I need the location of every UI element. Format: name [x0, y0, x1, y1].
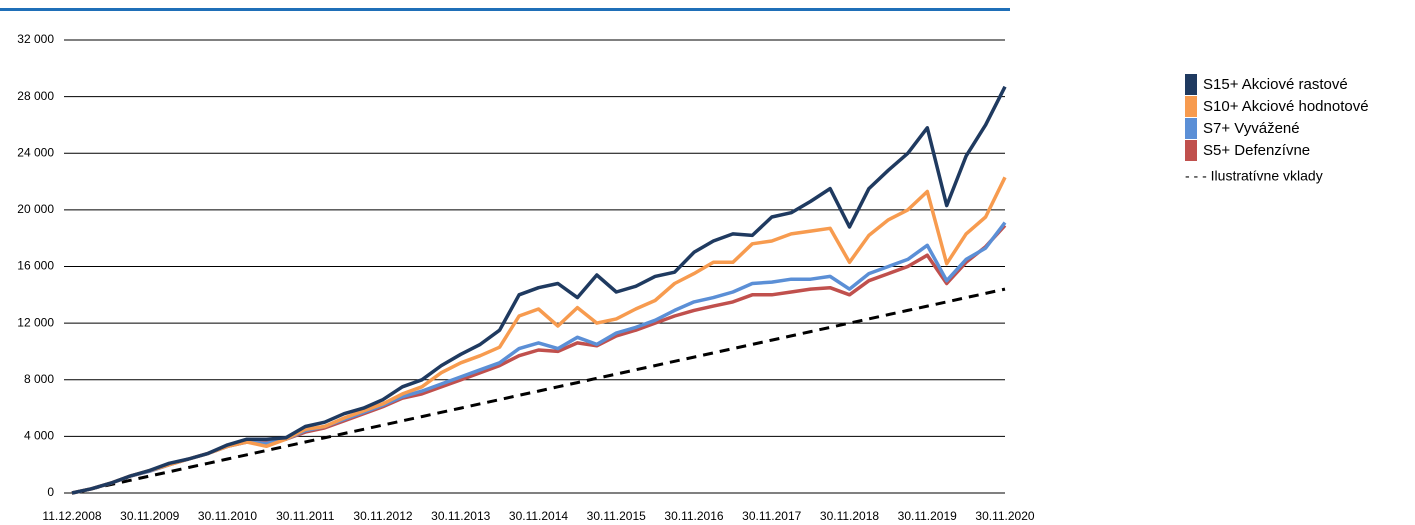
x-tick-label: 30.11.2015	[587, 509, 646, 520]
series-line	[71, 176, 1007, 495]
top-rule	[0, 8, 1010, 11]
legend-swatch	[1185, 74, 1197, 95]
x-tick-label: 30.11.2018	[820, 509, 879, 520]
y-tick-label: 16 000	[17, 259, 54, 273]
legend-swatch	[1185, 96, 1197, 117]
y-tick-label: 32 000	[17, 32, 54, 46]
legend-label: S5+ Defenzívne	[1203, 142, 1310, 159]
x-tick-label: 30.11.2020	[975, 509, 1034, 520]
x-tick-label: 30.11.2016	[664, 509, 723, 520]
series-line	[71, 287, 1006, 495]
y-tick-label: 12 000	[17, 315, 54, 329]
x-tick-label: 30.11.2010	[198, 509, 257, 520]
x-tick-label: 30.11.2019	[898, 509, 957, 520]
x-tick-label: 30.11.2011	[276, 509, 335, 520]
legend-label: S10+ Akciové hodnotové	[1203, 98, 1369, 115]
legend-swatch	[1185, 140, 1197, 161]
x-tick-label: 30.11.2012	[353, 509, 412, 520]
y-tick-label: 0	[47, 485, 54, 499]
x-tick-label: 30.11.2017	[742, 509, 801, 520]
y-tick-label: 4 000	[24, 429, 54, 443]
y-tick-label: 20 000	[17, 202, 54, 216]
x-tick-label: 11.12.2008	[42, 509, 101, 520]
x-tick-label: 30.11.2009	[120, 509, 179, 520]
legend-swatch	[1185, 118, 1197, 139]
legend-label: S7+ Vyvážené	[1203, 120, 1300, 137]
y-tick-label: 8 000	[24, 372, 54, 386]
y-tick-label: 24 000	[17, 145, 54, 159]
x-tick-label: 30.11.2014	[509, 509, 568, 520]
y-tick-label: 28 000	[17, 89, 54, 103]
legend-label: - - - Ilustratívne vklady	[1185, 168, 1323, 184]
legend-label: S15+ Akciové rastové	[1203, 76, 1348, 93]
x-tick-label: 30.11.2013	[431, 509, 490, 520]
series-line	[71, 85, 1007, 495]
